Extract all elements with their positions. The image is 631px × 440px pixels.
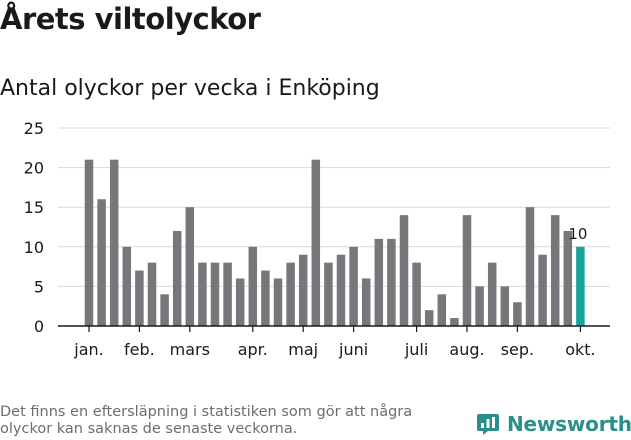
bar <box>412 262 421 326</box>
bar <box>147 262 157 326</box>
x-tick-label: sep. <box>501 340 534 359</box>
x-tick-label: apr. <box>238 340 268 359</box>
bar-chart: 0 5 10 15 20 25 jan. feb. mars apr. maj juni juli aug… <box>24 119 610 359</box>
y-tick-label: 25 <box>24 119 44 138</box>
brand-name: Newsworthy <box>507 412 631 436</box>
bar <box>349 246 358 326</box>
bar <box>500 286 510 326</box>
bar <box>223 262 232 326</box>
x-tick-label: aug. <box>449 340 484 359</box>
bar <box>361 278 371 326</box>
bar <box>462 215 472 326</box>
y-tick-label: 5 <box>34 277 44 296</box>
x-tick-label: jan. <box>73 340 103 359</box>
bar <box>273 278 283 326</box>
bar <box>286 262 295 326</box>
chart-subtitle: Antal olyckor per vecka i Enköping <box>0 76 380 101</box>
bar <box>298 254 308 326</box>
x-tick-label: maj <box>288 340 318 359</box>
bar <box>487 262 497 326</box>
bar <box>550 215 560 326</box>
data-label: 10 <box>568 225 587 243</box>
bar <box>525 207 535 326</box>
bar <box>387 238 396 326</box>
bar <box>248 246 258 326</box>
bar <box>437 294 447 326</box>
bar <box>563 230 573 326</box>
bar <box>374 238 384 326</box>
y-tick-label: 10 <box>24 238 44 257</box>
bar <box>172 230 182 326</box>
bar <box>160 294 169 326</box>
bar <box>424 310 434 326</box>
bar <box>235 278 245 326</box>
bar <box>450 318 459 326</box>
y-tick-label: 0 <box>34 317 44 336</box>
brand[interactable]: Newsworthy <box>476 408 631 440</box>
bar <box>475 286 484 326</box>
bar <box>576 246 585 326</box>
chart-title: Årets viltolyckor <box>0 2 261 36</box>
x-tick-label: okt. <box>565 340 595 359</box>
bar <box>399 215 409 326</box>
bar <box>324 262 333 326</box>
bar <box>513 302 522 326</box>
bar <box>185 207 195 326</box>
x-tick-label: juni <box>338 340 368 359</box>
footnote: Det finns en eftersläpning i statistiken… <box>0 404 413 437</box>
y-tick-label: 15 <box>24 198 44 217</box>
x-tick-label: juli <box>404 340 428 359</box>
bar <box>336 254 346 326</box>
newsworthy-logo-icon <box>477 414 499 435</box>
x-tick-label: mars <box>170 340 210 359</box>
bar <box>135 270 144 326</box>
x-tick-label: feb. <box>124 340 155 359</box>
bar <box>198 262 207 326</box>
bar <box>538 254 547 326</box>
bar <box>210 262 220 326</box>
bar <box>109 159 119 326</box>
bar <box>97 199 106 326</box>
bar <box>122 246 132 326</box>
bar <box>84 159 94 326</box>
bar <box>261 270 270 326</box>
y-tick-label: 20 <box>24 159 44 178</box>
bar <box>311 159 321 326</box>
